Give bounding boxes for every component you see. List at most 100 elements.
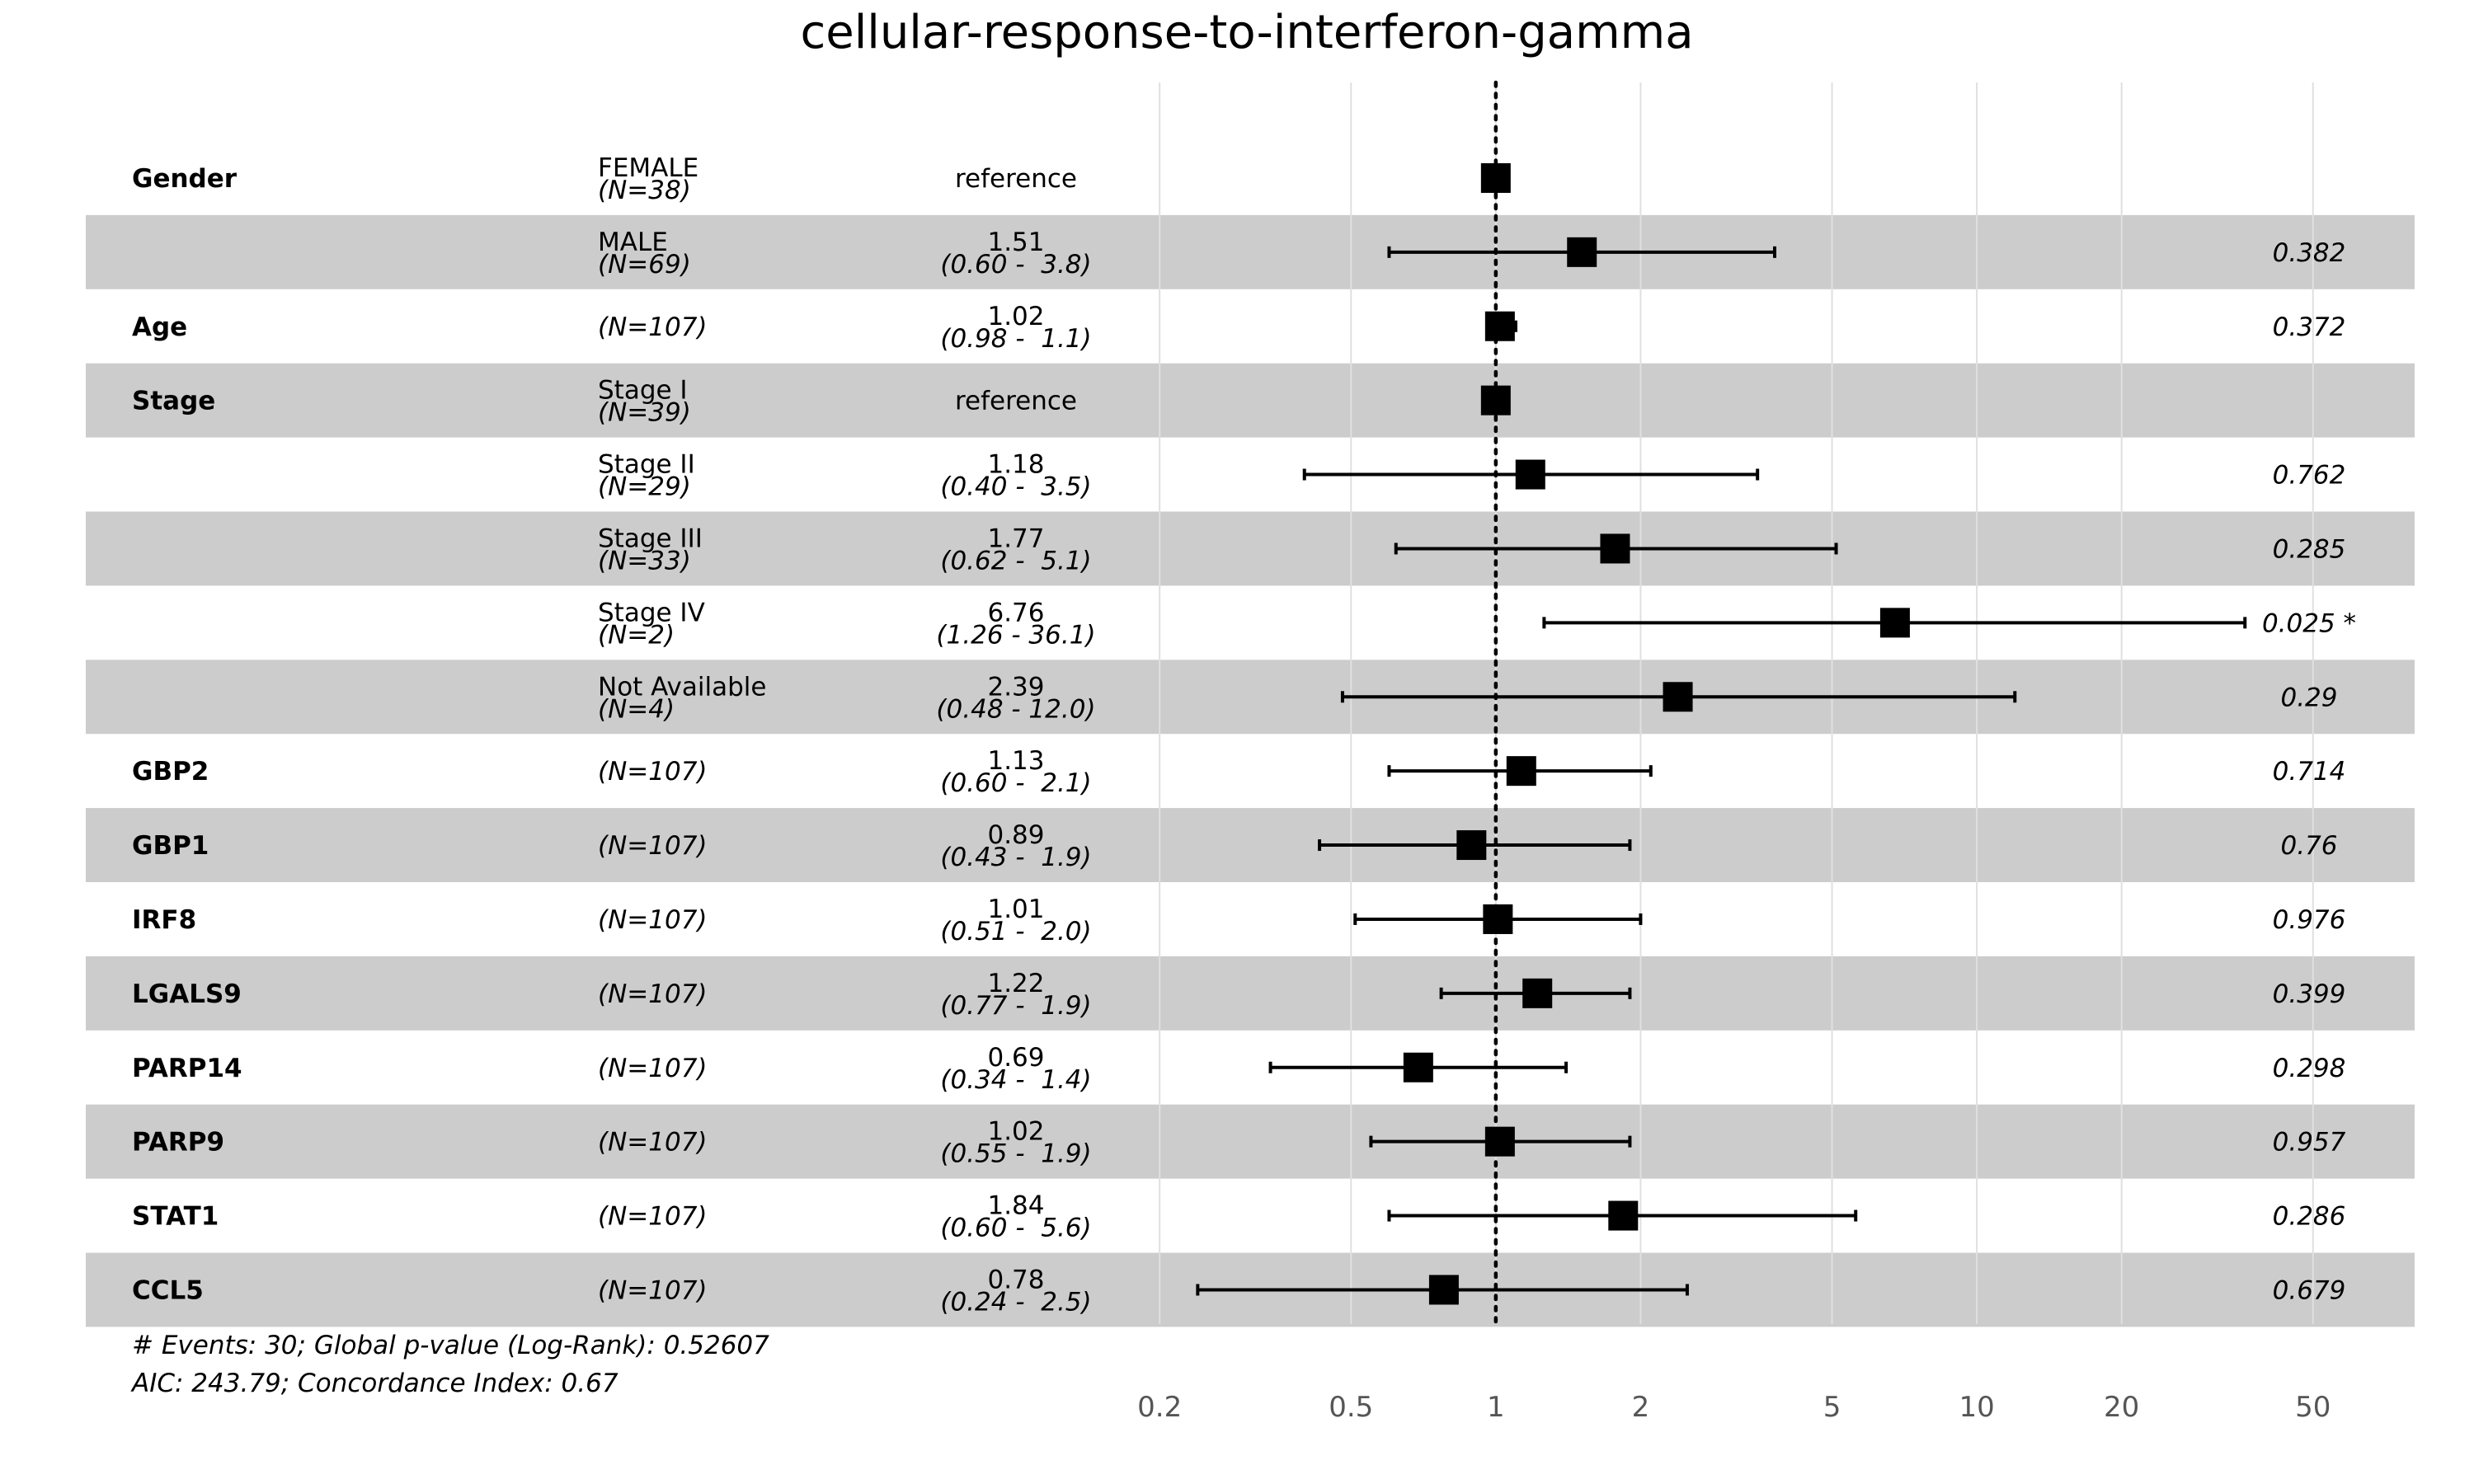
row-n: (N=4) — [598, 694, 675, 724]
row-stripe — [86, 363, 2415, 438]
row-stripe — [86, 808, 2415, 882]
row-n: (N=2) — [598, 620, 675, 650]
row-p-value: 0.762 — [2273, 461, 2346, 491]
row-n: (N=107) — [598, 979, 708, 1009]
row-variable: GBP1 — [132, 831, 209, 861]
hr-point — [1480, 162, 1511, 193]
row-ci: (0.60 - 3.8) — [940, 250, 1091, 279]
row-hr: 1.18 — [987, 450, 1044, 480]
x-tick-label: 1 — [1487, 1391, 1505, 1424]
hr-point — [1663, 682, 1693, 712]
row-ci: (0.51 - 2.0) — [940, 917, 1091, 946]
row-level: MALE — [598, 228, 668, 257]
row-variable: Gender — [132, 164, 238, 194]
table-row: GBP2 (N=107) 1.13(0.60 - 2.1) 0.714 — [132, 746, 2345, 798]
row-variable: Stage — [132, 387, 215, 416]
row-hr: 0.89 — [987, 820, 1044, 850]
row-p-value: 0.286 — [2273, 1202, 2346, 1232]
hr-point — [1608, 1200, 1639, 1231]
row-variable: PARP9 — [132, 1128, 224, 1158]
row-level: Stage I — [598, 376, 688, 406]
row-n: (N=69) — [598, 250, 691, 279]
row-stripe — [86, 214, 2415, 289]
row-variable: IRF8 — [132, 905, 196, 935]
table-row: PARP14 (N=107) 0.69(0.34 - 1.4) 0.298 — [132, 1043, 2345, 1095]
row-p-value: 0.382 — [2273, 238, 2346, 268]
hr-point — [1506, 756, 1536, 787]
row-n: (N=107) — [598, 1128, 708, 1158]
hr-point — [1879, 608, 1910, 638]
row-level: Stage III — [598, 524, 703, 553]
row-hr: reference — [955, 164, 1077, 194]
row-hr: 1.51 — [987, 228, 1044, 257]
row-n: (N=38) — [598, 176, 691, 205]
row-n: (N=29) — [598, 472, 691, 502]
vertical-gridlines — [1159, 82, 2314, 1324]
row-variable: LGALS9 — [132, 979, 242, 1009]
row-n: (N=107) — [598, 312, 708, 342]
table-row: GBP1 (N=107) 0.89(0.43 - 1.9) 0.76 — [132, 820, 2338, 872]
row-hr: 1.01 — [987, 895, 1044, 924]
row-n: (N=107) — [598, 905, 708, 935]
x-axis: 0.2 0.5 1 2 5 10 20 50 — [1137, 1391, 2331, 1424]
row-p-value: 0.679 — [2273, 1275, 2346, 1305]
hr-point — [1567, 237, 1597, 267]
row-p-value: 0.285 — [2273, 534, 2346, 564]
x-tick-label: 10 — [1959, 1391, 1994, 1424]
row-n: (N=107) — [598, 831, 708, 861]
table-row: Stage Stage I(N=39) reference — [132, 376, 1511, 428]
row-n: (N=107) — [598, 757, 708, 787]
row-stripe — [86, 511, 2415, 586]
hr-point — [1480, 385, 1511, 416]
row-hr: 1.02 — [987, 302, 1044, 331]
row-hr: 1.84 — [987, 1191, 1044, 1221]
table-row: Age (N=107) 1.02(0.98 - 1.1) 0.372 — [132, 302, 2345, 354]
row-ci: (0.55 - 1.9) — [940, 1139, 1091, 1169]
row-ci: (0.48 - 12.0) — [936, 694, 1095, 724]
row-n: (N=107) — [598, 1202, 708, 1232]
table-row: Stage III(N=33) 1.77(0.62 - 5.1) 0.285 — [598, 524, 2345, 575]
hr-point — [1483, 904, 1513, 934]
footnotes: # Events: 30; Global p-value (Log-Rank):… — [130, 1331, 769, 1398]
row-ci: (0.60 - 2.1) — [940, 768, 1091, 798]
table-row: LGALS9 (N=107) 1.22(0.77 - 1.9) 0.399 — [132, 969, 2345, 1021]
row-hr: 1.02 — [987, 1117, 1044, 1147]
row-ci: (0.34 - 1.4) — [940, 1065, 1091, 1095]
chart-title: cellular-response-to-interferon-gamma — [800, 6, 1693, 59]
hr-point — [1600, 533, 1630, 564]
row-ci: (0.77 - 1.9) — [940, 991, 1091, 1021]
row-ci: (0.98 - 1.1) — [940, 324, 1091, 354]
row-p-value: 0.29 — [2280, 683, 2337, 712]
hr-point — [1484, 311, 1515, 341]
row-hr: 0.69 — [987, 1043, 1044, 1073]
hr-point — [1456, 830, 1487, 861]
table-row: STAT1 (N=107) 1.84(0.60 - 5.6) 0.286 — [132, 1191, 2345, 1243]
row-variable: STAT1 — [132, 1202, 219, 1232]
x-tick-label: 0.2 — [1137, 1391, 1182, 1424]
row-n: (N=39) — [598, 398, 691, 428]
row-stripe — [86, 1104, 2415, 1179]
row-ci: (0.60 - 5.6) — [940, 1214, 1091, 1243]
row-p-value: 0.714 — [2273, 757, 2346, 787]
row-stripe — [86, 660, 2415, 735]
row-ci: (0.24 - 2.5) — [940, 1287, 1091, 1317]
row-p-value: 0.976 — [2273, 905, 2346, 935]
x-tick-label: 5 — [1823, 1391, 1841, 1424]
hr-point — [1403, 1052, 1433, 1082]
row-n: (N=33) — [598, 546, 691, 575]
row-p-value: 0.372 — [2273, 312, 2346, 342]
table-row: MALE(N=69) 1.51(0.60 - 3.8) 0.382 — [598, 228, 2345, 279]
row-hr: reference — [955, 387, 1077, 416]
table-row: PARP9 (N=107) 1.02(0.55 - 1.9) 0.957 — [132, 1117, 2346, 1169]
x-tick-label: 20 — [2104, 1391, 2139, 1424]
row-ci: (0.43 - 1.9) — [940, 843, 1091, 872]
row-p-value: 0.025 * — [2262, 608, 2356, 638]
row-hr: 1.77 — [987, 524, 1044, 553]
row-variable: PARP14 — [132, 1054, 242, 1083]
row-ci: (1.26 - 36.1) — [936, 620, 1095, 650]
hr-point — [1484, 1126, 1515, 1157]
table-row: Stage II(N=29) 1.18(0.40 - 3.5) 0.762 — [598, 450, 2345, 502]
row-hr: 0.78 — [987, 1265, 1044, 1294]
table-row: IRF8 (N=107) 1.01(0.51 - 2.0) 0.976 — [132, 895, 2345, 946]
row-level: Stage IV — [598, 598, 705, 627]
